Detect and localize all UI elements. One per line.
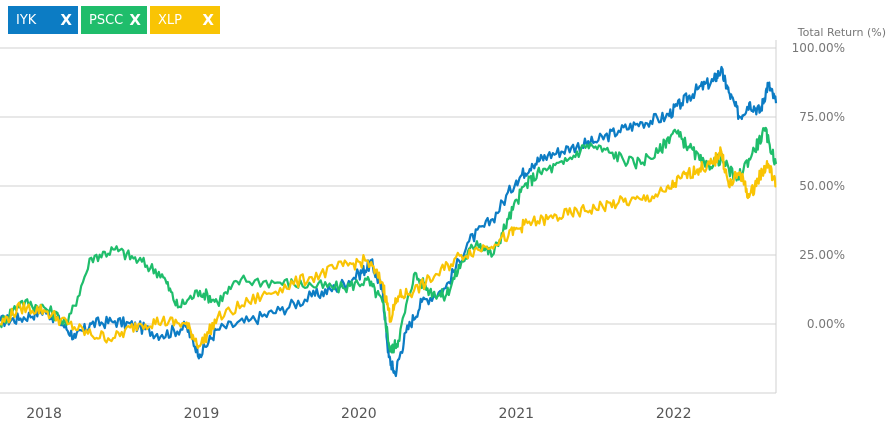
legend-chip-iyk[interactable]: IYK X (8, 6, 78, 34)
x-tick-label: 2020 (341, 406, 377, 422)
x-tick-label: 2022 (656, 406, 692, 422)
y-tick-label: 0.00% (807, 317, 845, 331)
y-tick-label: 50.00% (799, 179, 845, 193)
y-tick-label: 25.00% (799, 248, 845, 262)
y-axis-title: Total Return (%) (797, 26, 886, 39)
remove-pscc-icon[interactable]: X (129, 11, 141, 29)
x-tick-label: 2021 (498, 406, 534, 422)
series-line-xlp (0, 146, 777, 350)
x-tick-label: 2018 (26, 406, 62, 422)
legend-chip-xlp[interactable]: XLP X (150, 6, 220, 34)
series-layer (0, 65, 778, 378)
legend-label-iyk: IYK (16, 12, 37, 28)
y-tick-label: 75.00% (799, 110, 845, 124)
remove-iyk-icon[interactable]: X (60, 11, 72, 29)
legend: IYK X PSCC X XLP X (8, 6, 220, 34)
legend-chip-pscc[interactable]: PSCC X (81, 6, 147, 34)
x-tick-labels: 2018 2019 2020 2021 2022 (26, 406, 691, 422)
y-tick-label: 100.00% (792, 41, 845, 55)
legend-label-pscc: PSCC (89, 12, 124, 28)
remove-xlp-icon[interactable]: X (202, 11, 214, 29)
x-tick-label: 2019 (184, 406, 220, 422)
series-line-pscc (0, 126, 778, 354)
series-line-iyk (0, 65, 778, 378)
y-tick-labels: 100.00% 75.00% 50.00% 25.00% 0.00% (792, 41, 845, 331)
legend-label-xlp: XLP (158, 12, 182, 28)
